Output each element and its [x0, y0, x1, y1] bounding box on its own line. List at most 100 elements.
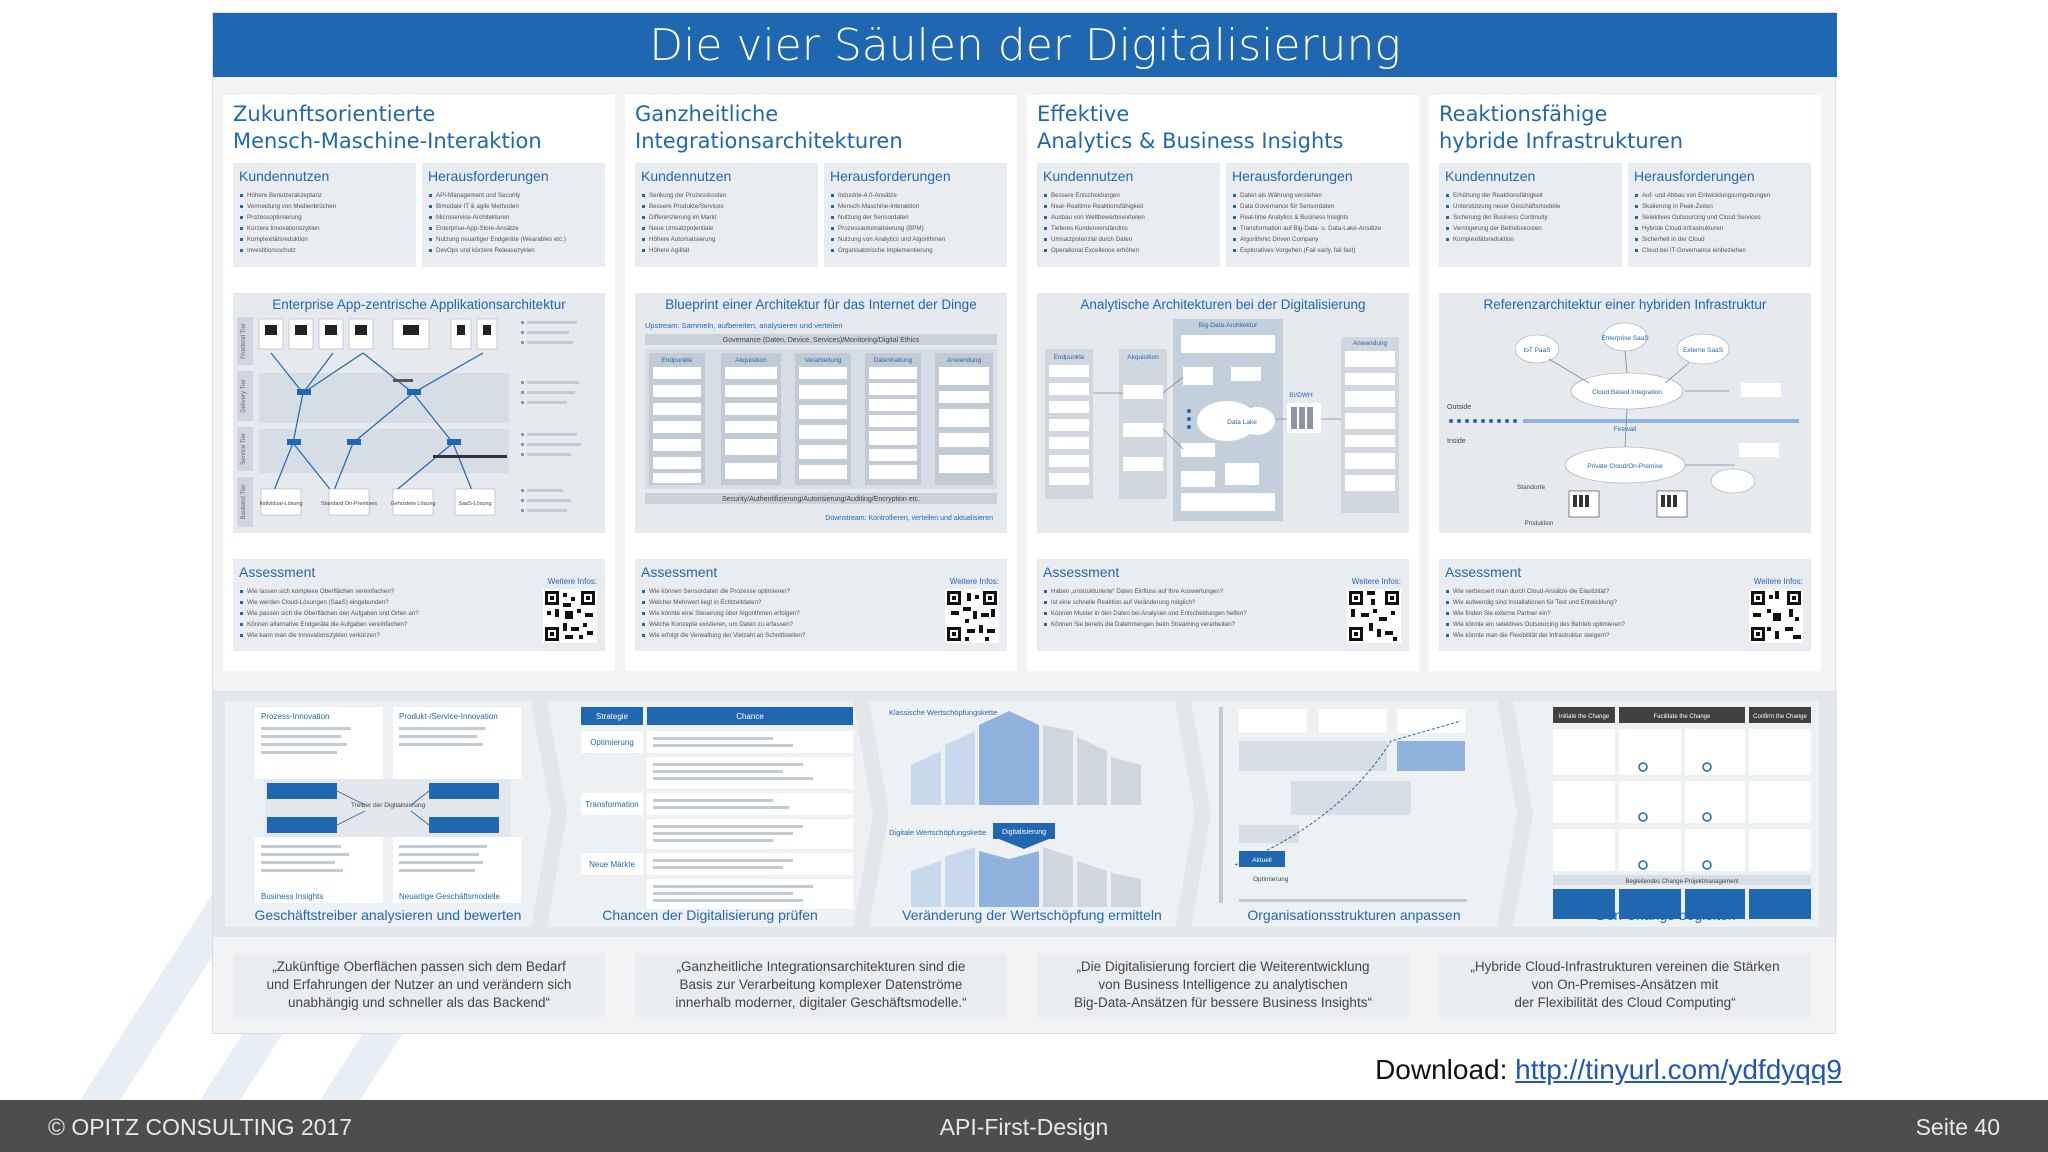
svg-text:Strategie: Strategie — [596, 712, 629, 721]
poster-title: Die vier Säulen der Digitalisierung — [649, 19, 1401, 71]
svg-text:Produkt-/Service-Innovation: Produkt-/Service-Innovation — [399, 712, 498, 721]
svg-text:Neuartige Geschäftsmodelle: Neuartige Geschäftsmodelle — [399, 892, 500, 901]
benefits-box: Kundennutzen Erhöhung der Reaktionsfähig… — [1439, 163, 1622, 267]
svg-text:Neue Märkte: Neue Märkte — [589, 860, 635, 869]
svg-text:Produktion: Produktion — [1525, 521, 1554, 527]
challenges-box: Herausforderungen API-Management und Sec… — [422, 163, 605, 267]
pillar-column: Ganzheitliche Integrationsarchitekturen … — [625, 95, 1017, 671]
svg-text:Cloud Based Integration: Cloud Based Integration — [1592, 389, 1662, 396]
process-band: Prozess-Innovation Produkt-/Service-Inno… — [213, 691, 1837, 937]
pillar-column: Reaktionsfähige hybride Infrastrukturen … — [1429, 95, 1821, 671]
svg-text:Endpunkte: Endpunkte — [661, 357, 692, 364]
poster: Die vier Säulen der Digitalisierung Zuku… — [212, 12, 1837, 1034]
qr-code-icon — [945, 589, 999, 643]
svg-text:Chance: Chance — [736, 712, 764, 721]
svg-text:Standorte: Standorte — [1517, 484, 1546, 491]
pillar-column: Effektive Analytics & Business Insights … — [1027, 95, 1419, 671]
benefits-box: Kundennutzen Höhere Benutzerakzeptanz Ver… — [233, 163, 416, 267]
pillar-quote: „Hybride Cloud-Infrastrukturen vereinen … — [1439, 953, 1811, 1017]
process-step: Initiate the Change Facilitate the Chang… — [1513, 701, 1819, 927]
svg-text:Upstream: Sammeln, aufbereiten: Upstream: Sammeln, aufbereiten, analysie… — [645, 321, 843, 330]
svg-text:Digitale Wertschöpfungskette: Digitale Wertschöpfungskette — [889, 828, 986, 837]
qr-code-icon — [1347, 589, 1401, 643]
svg-text:Verarbeitung: Verarbeitung — [805, 357, 842, 364]
svg-text:Service Tier: Service Tier — [241, 433, 247, 465]
hybrid-infrastructure-diagram: Referenzarchitektur einer hybriden Infra… — [1439, 293, 1811, 533]
assessment-box: Assessment Weitere Infos: Wie verbessert… — [1439, 559, 1811, 651]
svg-text:Akquisition: Akquisition — [735, 357, 767, 364]
pillar-title: Effektive Analytics & Business Insights — [1037, 102, 1344, 153]
footer-copyright: © OPITZ CONSULTING 2017 — [48, 1114, 353, 1140]
svg-text:Gehostete Lösung: Gehostete Lösung — [391, 501, 436, 507]
assessment-box: Assessment Weitere Infos: Haben „unstruk… — [1037, 559, 1409, 651]
download-link[interactable]: http://tinyurl.com/ydfdyqq9 — [1515, 1054, 1842, 1085]
svg-text:Private Cloud/On-Premise: Private Cloud/On-Premise — [1587, 463, 1663, 470]
challenges-box: Herausforderungen Auf- und Abbau von Ent… — [1628, 163, 1811, 267]
svg-text:IoT PaaS: IoT PaaS — [1524, 347, 1552, 354]
svg-text:SaaS-Lösung: SaaS-Lösung — [458, 501, 491, 507]
svg-text:Enterprise SaaS: Enterprise SaaS — [1601, 335, 1649, 342]
process-step: Prozess-Innovation Produkt-/Service-Inno… — [225, 701, 551, 927]
qr-code-icon — [1749, 589, 1803, 643]
pillar-quote: „Zukünftige Oberflächen passen sich dem … — [233, 953, 605, 1017]
svg-text:Delivery Tier: Delivery Tier — [241, 379, 247, 412]
svg-text:Governance (Daten, Device, Ser: Governance (Daten, Device, Services)/Mon… — [723, 337, 920, 344]
assessment-box: Assessment Weitere Infos: Wie lassen sic… — [233, 559, 605, 651]
svg-text:Aktuell: Aktuell — [1252, 857, 1272, 864]
footer-title: API-First-Design — [939, 1114, 1109, 1140]
pillar-title: Reaktionsfähige hybride Infrastrukturen — [1439, 102, 1684, 153]
svg-text:Begleitendes Change-Projektman: Begleitendes Change-Projektmanagement — [1625, 879, 1738, 885]
svg-text:Anwendung: Anwendung — [1353, 340, 1388, 347]
footer-page-number: Seite 40 — [1915, 1114, 2000, 1140]
step-label: Chancen der Digitalisierung prüfen — [602, 907, 818, 923]
slide-footer: © OPITZ CONSULTING 2017 API-First-Design… — [0, 1100, 2048, 1152]
step-label: Geschäftstreiber analysieren und bewerte… — [254, 907, 522, 923]
svg-text:BI/DWH: BI/DWH — [1289, 392, 1313, 399]
svg-text:Optimierung: Optimierung — [590, 738, 634, 747]
poster-header: Die vier Säulen der Digitalisierung — [213, 13, 1837, 77]
benefits-box: Kundennutzen Bessere Entscheidungen Near-… — [1037, 163, 1220, 267]
step-label: Veränderung der Wertschöpfung ermitteln — [902, 907, 1162, 923]
svg-text:Business Insights: Business Insights — [261, 892, 323, 901]
svg-text:Transformation: Transformation — [585, 800, 639, 809]
pillar-quote: „Die Digitalisierung forciert die Weiter… — [1037, 953, 1409, 1017]
svg-text:Treiber der Digitalisierung: Treiber der Digitalisierung — [351, 802, 426, 809]
challenges-box: Herausforderungen Industrie-4.0-Ansätze M… — [824, 163, 1007, 267]
step-label: Den Change begleiten — [1596, 907, 1736, 923]
svg-text:Downstream: Kontrollieren, ver: Downstream: Kontrollieren, verteilen und… — [825, 515, 993, 522]
svg-text:Individual-Lösung: Individual-Lösung — [259, 501, 302, 507]
iot-blueprint-diagram: Blueprint einer Architektur für das Inte… — [635, 293, 1007, 533]
svg-text:Facilitate the Change: Facilitate the Change — [1654, 714, 1711, 720]
svg-text:Backend Tier: Backend Tier — [241, 484, 247, 519]
app-architecture-diagram: Enterprise App-zentrische Applikationsar… — [233, 293, 605, 533]
step-label: Organisationsstrukturen anpassen — [1247, 907, 1461, 923]
pillar-title: Ganzheitliche Integrationsarchitekturen — [635, 102, 903, 153]
benefits-box: Kundennutzen Senkung der Prozesskosten Be… — [635, 163, 818, 267]
svg-text:Security/Authentifizierung/Aut: Security/Authentifizierung/Autorisierung… — [722, 496, 920, 503]
svg-text:Confirm the Change: Confirm the Change — [1753, 714, 1807, 720]
svg-text:Data Lake: Data Lake — [1227, 419, 1257, 426]
svg-text:Outside: Outside — [1447, 404, 1471, 411]
svg-text:Prozess-Innovation: Prozess-Innovation — [261, 712, 329, 721]
svg-text:Inside: Inside — [1447, 438, 1466, 445]
svg-text:Anwendung: Anwendung — [947, 357, 982, 364]
pillar-title: Zukunftsorientierte Mensch-Maschine-Inte… — [233, 102, 542, 153]
svg-text:Endpunkte: Endpunkte — [1053, 354, 1084, 361]
process-step: Strategie Chance Optimierung Transformat… — [547, 701, 873, 927]
process-step: Aktuell Optimierung Organisationsstruktu… — [1191, 701, 1517, 927]
challenges-box: Herausforderungen Daten als Währung vers… — [1226, 163, 1409, 267]
pillar-column: Zukunftsorientierte Mensch-Maschine-Inte… — [223, 95, 615, 671]
svg-text:Standard On-Premises: Standard On-Premises — [321, 501, 377, 507]
svg-text:Big-Data-Architektur: Big-Data-Architektur — [1199, 322, 1258, 329]
svg-text:Akquisition: Akquisition — [1127, 354, 1159, 361]
svg-text:Digitalisierung: Digitalisierung — [1002, 829, 1046, 836]
process-step: Klassische Wertschöpfungskette Digitale … — [869, 701, 1195, 927]
svg-text:Externe SaaS: Externe SaaS — [1683, 347, 1724, 354]
analytics-architecture-diagram: Analytische Architekturen bei der Digita… — [1037, 293, 1409, 533]
svg-text:Firewall: Firewall — [1614, 426, 1637, 433]
download-line: Download: http://tinyurl.com/ydfdyqq9 — [1375, 1054, 1842, 1086]
svg-text:Initiate the Change: Initiate the Change — [1559, 714, 1610, 720]
assessment-box: Assessment Weitere Infos: Wie können Sen… — [635, 559, 1007, 651]
svg-text:Datenhaltung: Datenhaltung — [874, 357, 913, 364]
download-label: Download: — [1375, 1054, 1508, 1085]
